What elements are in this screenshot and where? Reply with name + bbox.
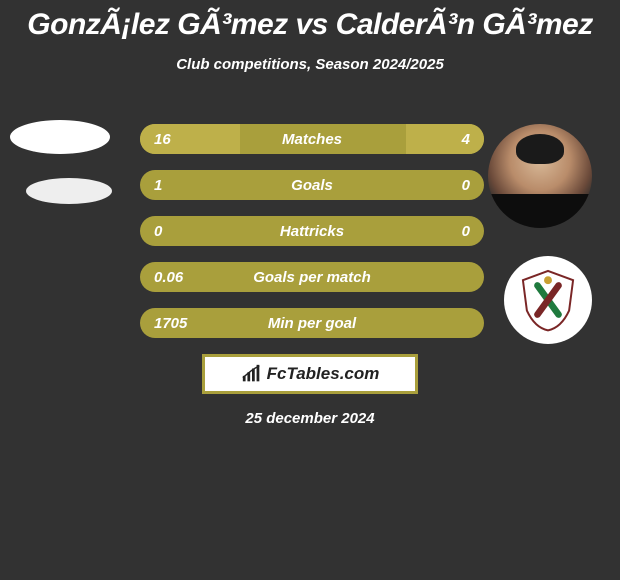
club-crest-icon [515, 267, 581, 333]
stat-label: Goals [198, 177, 426, 194]
player-left-club-badge [26, 178, 112, 204]
stats-container: 16 Matches 4 1 Goals 0 0 Hattricks 0 0.0… [140, 124, 484, 354]
stat-label: Matches [198, 131, 426, 148]
stat-row: 0 Hattricks 0 [140, 216, 484, 246]
stat-right-value: 0 [426, 223, 484, 240]
stat-right-value: 4 [426, 131, 484, 148]
page-subtitle: Club competitions, Season 2024/2025 [0, 56, 620, 73]
stat-row: 16 Matches 4 [140, 124, 484, 154]
brand-badge: FcTables.com [202, 354, 418, 394]
page-title: GonzÃ¡lez GÃ³mez vs CalderÃ³n GÃ³mez [0, 0, 620, 42]
stat-left-value: 1705 [140, 315, 198, 332]
stat-left-value: 0.06 [140, 269, 198, 286]
player-left-avatar [10, 120, 110, 154]
stat-label: Min per goal [198, 315, 426, 332]
player-right-club-badge [504, 256, 592, 344]
bar-chart-icon [241, 364, 263, 384]
brand-text: FcTables.com [267, 364, 380, 384]
player-right-avatar [488, 124, 592, 228]
stat-row: 1 Goals 0 [140, 170, 484, 200]
stat-left-value: 16 [140, 131, 198, 148]
stat-label: Goals per match [198, 269, 426, 286]
stat-left-value: 0 [140, 223, 198, 240]
date-label: 25 december 2024 [0, 410, 620, 427]
stat-label: Hattricks [198, 223, 426, 240]
stat-right-value: 0 [426, 177, 484, 194]
stat-left-value: 1 [140, 177, 198, 194]
stat-row: 0.06 Goals per match [140, 262, 484, 292]
stat-row: 1705 Min per goal [140, 308, 484, 338]
